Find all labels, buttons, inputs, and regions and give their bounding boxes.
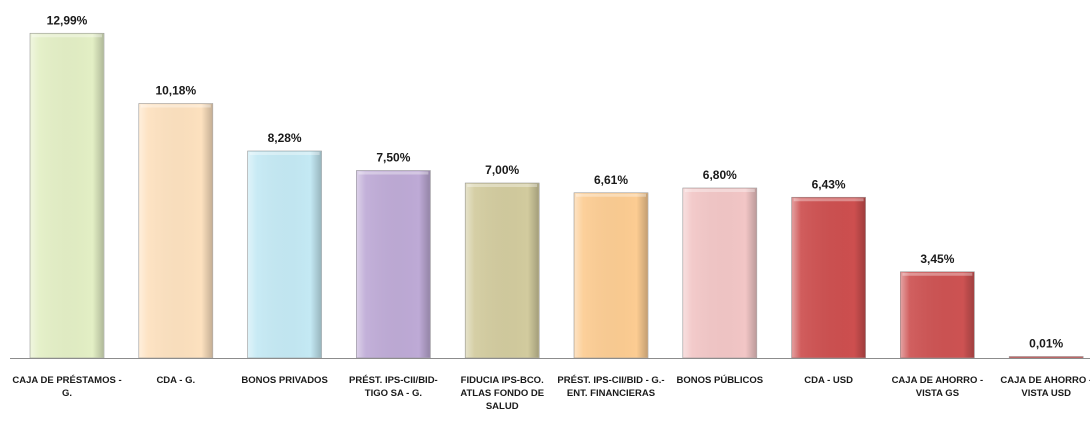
bar-bevel-3 (356, 171, 430, 358)
category-label-9: CAJA DE AHORRO -VISTA USD (1000, 375, 1090, 399)
bar-bevel-8 (900, 272, 974, 358)
bar-highlight-0 (32, 34, 102, 38)
data-label-5: 6,61% (594, 173, 628, 187)
bar-bevel-0 (30, 33, 104, 358)
bar-bevel-6 (683, 188, 757, 358)
category-label-4: FIDUCIA IPS-BCO. ATLAS FONDO DE SALUD (460, 375, 544, 412)
bar-bevel-5 (574, 193, 648, 358)
bar-highlight-2 (249, 152, 320, 155)
data-label-9: 0,01% (1029, 337, 1063, 351)
bar-bevel-1 (139, 104, 213, 358)
bar-bevel-4 (465, 183, 539, 358)
category-label-1: CDA - G. (156, 375, 195, 386)
category-label-5: PRÉST. IPS-CII/BID - G.-ENT. FINANCIERAS (557, 375, 664, 399)
category-label-3: PRÉST. IPS-CII/BID-TIGO SA - G. (349, 375, 438, 399)
bar-bevel-7 (792, 197, 866, 358)
category-label-8: CAJA DE AHORRO -VISTA GS (892, 375, 984, 399)
bar-highlight-6 (684, 189, 755, 192)
bar-bevel-2 (248, 151, 322, 358)
plot-area: 12,99% CAJA DE PRÉSTAMOS -G. 10,18% CDA - G… (12, 13, 1090, 412)
category-label-2: BONOS PRIVADOS (241, 375, 327, 386)
category-label-0: CAJA DE PRÉSTAMOS -G. (12, 375, 121, 399)
bar-9 (1008, 356, 1084, 359)
bar-highlight-7 (793, 198, 864, 202)
category-label-7: CDA - USD (804, 375, 853, 386)
data-label-0: 12,99% (47, 13, 88, 27)
bar-highlight-4 (467, 184, 538, 187)
bar-highlight-8 (902, 272, 973, 276)
category-label-6: BONOS PÚBLICOS (677, 374, 764, 386)
bar-highlight-3 (358, 171, 429, 175)
data-label-6: 6,80% (703, 168, 737, 182)
data-label-8: 3,45% (920, 252, 954, 266)
data-label-3: 7,50% (376, 151, 410, 165)
data-label-7: 6,43% (812, 177, 846, 191)
data-label-1: 10,18% (155, 84, 196, 98)
data-label-2: 8,28% (268, 131, 302, 145)
data-label-4: 7,00% (485, 163, 519, 177)
bar-highlight-1 (140, 104, 211, 108)
bar-highlight-5 (576, 193, 646, 197)
